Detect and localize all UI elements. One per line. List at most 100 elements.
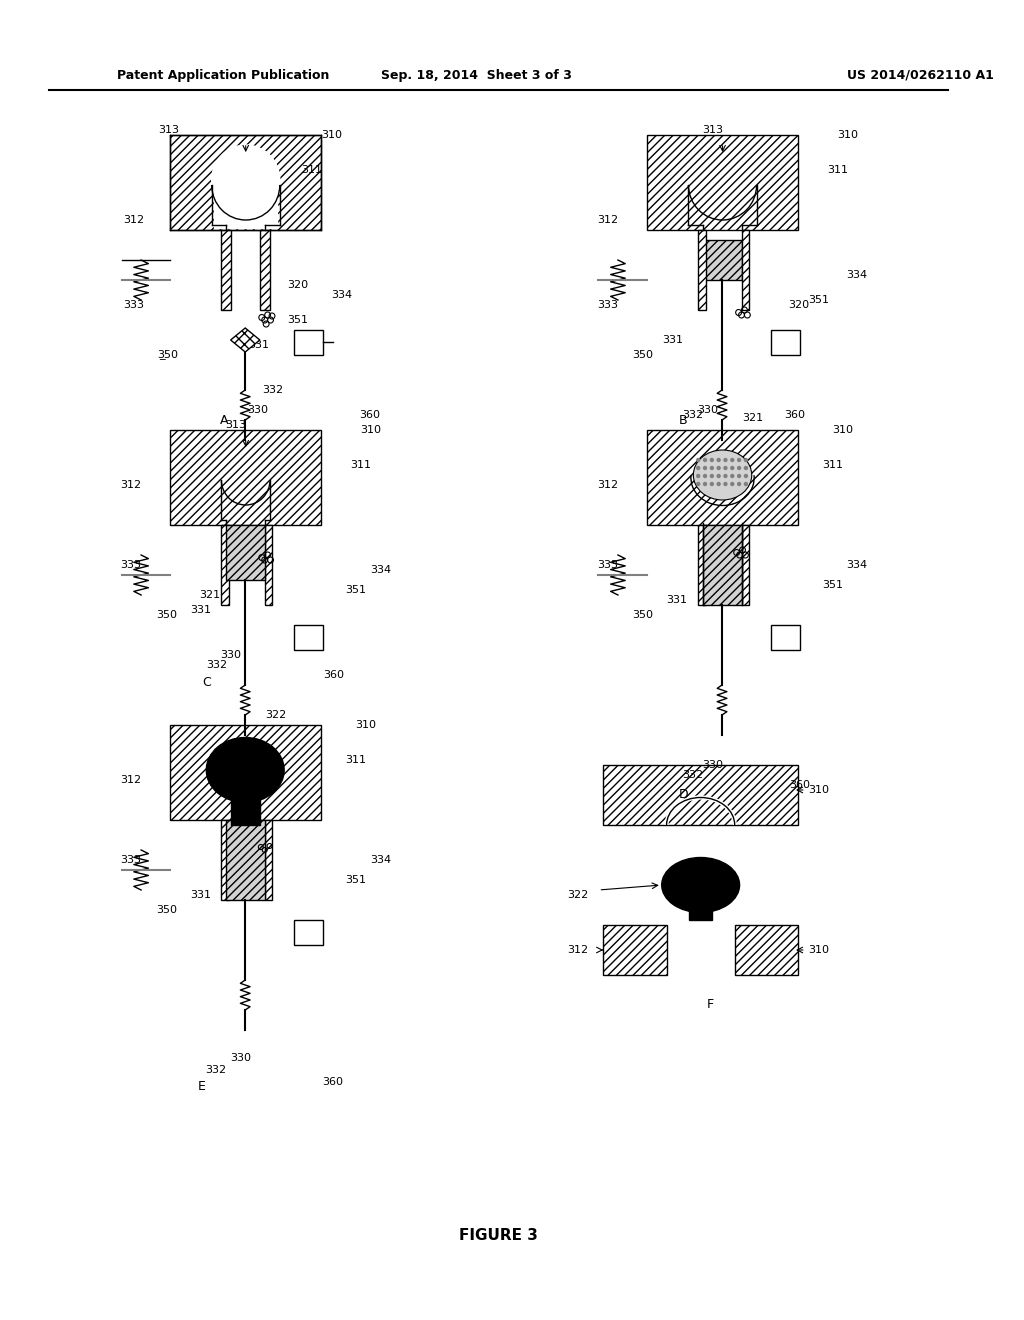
Ellipse shape — [206, 738, 284, 803]
Text: 351: 351 — [808, 294, 828, 305]
Text: FIGURE 3: FIGURE 3 — [459, 1228, 538, 1242]
Circle shape — [212, 145, 280, 215]
Text: 332: 332 — [682, 770, 703, 780]
Polygon shape — [230, 327, 260, 352]
Text: 313: 313 — [702, 125, 723, 135]
Text: 310: 310 — [808, 785, 828, 795]
Circle shape — [737, 474, 740, 478]
Bar — [702, 240, 741, 280]
Circle shape — [724, 458, 727, 462]
Bar — [734, 925, 798, 975]
Text: 322: 322 — [264, 710, 286, 719]
Circle shape — [744, 474, 748, 478]
Text: 351: 351 — [287, 315, 308, 325]
Bar — [221, 230, 230, 310]
Circle shape — [744, 466, 748, 470]
Text: 333: 333 — [120, 560, 141, 570]
Ellipse shape — [693, 450, 752, 500]
Text: 322: 322 — [567, 890, 589, 900]
Text: E: E — [198, 1081, 206, 1093]
Text: 350: 350 — [156, 610, 177, 620]
Text: 332: 332 — [206, 660, 227, 671]
Bar — [230, 780, 260, 825]
Bar — [225, 525, 264, 579]
Text: 350: 350 — [156, 906, 177, 915]
Text: 333: 333 — [123, 300, 144, 310]
Bar — [214, 187, 278, 228]
Circle shape — [717, 458, 720, 462]
Text: 320: 320 — [788, 300, 809, 310]
Circle shape — [711, 483, 714, 486]
Text: D: D — [678, 788, 688, 801]
Text: 310: 310 — [837, 129, 858, 140]
Text: 351: 351 — [345, 585, 367, 595]
Bar — [647, 430, 798, 525]
Circle shape — [703, 466, 707, 470]
Text: 334: 334 — [331, 290, 352, 300]
Text: 311: 311 — [822, 459, 844, 470]
Bar — [294, 624, 324, 649]
Text: 332: 332 — [262, 385, 283, 395]
Text: 333: 333 — [597, 560, 617, 570]
Text: 334: 334 — [370, 565, 391, 576]
Text: 360: 360 — [323, 671, 344, 680]
Text: 311: 311 — [350, 459, 372, 470]
Bar — [741, 525, 750, 605]
Text: 330: 330 — [220, 649, 242, 660]
Text: 310: 310 — [808, 945, 828, 954]
Circle shape — [737, 483, 740, 486]
Text: F: F — [707, 998, 714, 1011]
Bar — [603, 925, 667, 975]
Text: 351: 351 — [345, 875, 367, 884]
Circle shape — [696, 474, 699, 478]
Circle shape — [724, 466, 727, 470]
Text: 312: 312 — [567, 945, 589, 954]
Bar — [225, 820, 264, 900]
Bar — [697, 230, 706, 310]
Text: 332: 332 — [682, 411, 703, 420]
Text: 311: 311 — [302, 165, 323, 176]
Text: 312: 312 — [597, 215, 617, 224]
Text: 334: 334 — [847, 560, 867, 570]
Bar — [697, 525, 706, 605]
Text: 360: 360 — [784, 411, 806, 420]
Circle shape — [717, 466, 720, 470]
Circle shape — [737, 458, 740, 462]
Text: 334: 334 — [370, 855, 391, 865]
Text: 312: 312 — [120, 775, 141, 785]
Bar — [221, 820, 228, 900]
Text: 331: 331 — [189, 605, 211, 615]
Text: 312: 312 — [123, 215, 144, 224]
Text: 332: 332 — [206, 1065, 226, 1074]
Text: 313: 313 — [225, 420, 247, 430]
Circle shape — [744, 483, 748, 486]
Text: A: A — [219, 413, 228, 426]
Bar — [689, 884, 713, 920]
Text: 333: 333 — [120, 855, 141, 865]
Text: _: _ — [159, 350, 164, 360]
Text: 310: 310 — [322, 129, 342, 140]
Bar — [294, 330, 324, 355]
Circle shape — [703, 483, 707, 486]
Text: US 2014/0262110 A1: US 2014/0262110 A1 — [847, 69, 993, 82]
Bar — [294, 920, 324, 945]
Bar — [170, 135, 322, 230]
Circle shape — [731, 483, 734, 486]
Text: B: B — [679, 413, 687, 426]
Circle shape — [711, 474, 714, 478]
Text: 331: 331 — [667, 595, 687, 605]
Circle shape — [731, 466, 734, 470]
Text: 334: 334 — [847, 271, 867, 280]
Text: 312: 312 — [120, 480, 141, 490]
Text: 310: 310 — [833, 425, 853, 436]
Text: 360: 360 — [790, 780, 810, 789]
Text: C: C — [203, 676, 211, 689]
Bar — [771, 624, 800, 649]
Bar — [603, 766, 798, 825]
Circle shape — [724, 483, 727, 486]
Circle shape — [711, 458, 714, 462]
Text: 331: 331 — [248, 341, 269, 350]
Circle shape — [724, 474, 727, 478]
Bar — [264, 820, 272, 900]
Text: 351: 351 — [822, 579, 844, 590]
